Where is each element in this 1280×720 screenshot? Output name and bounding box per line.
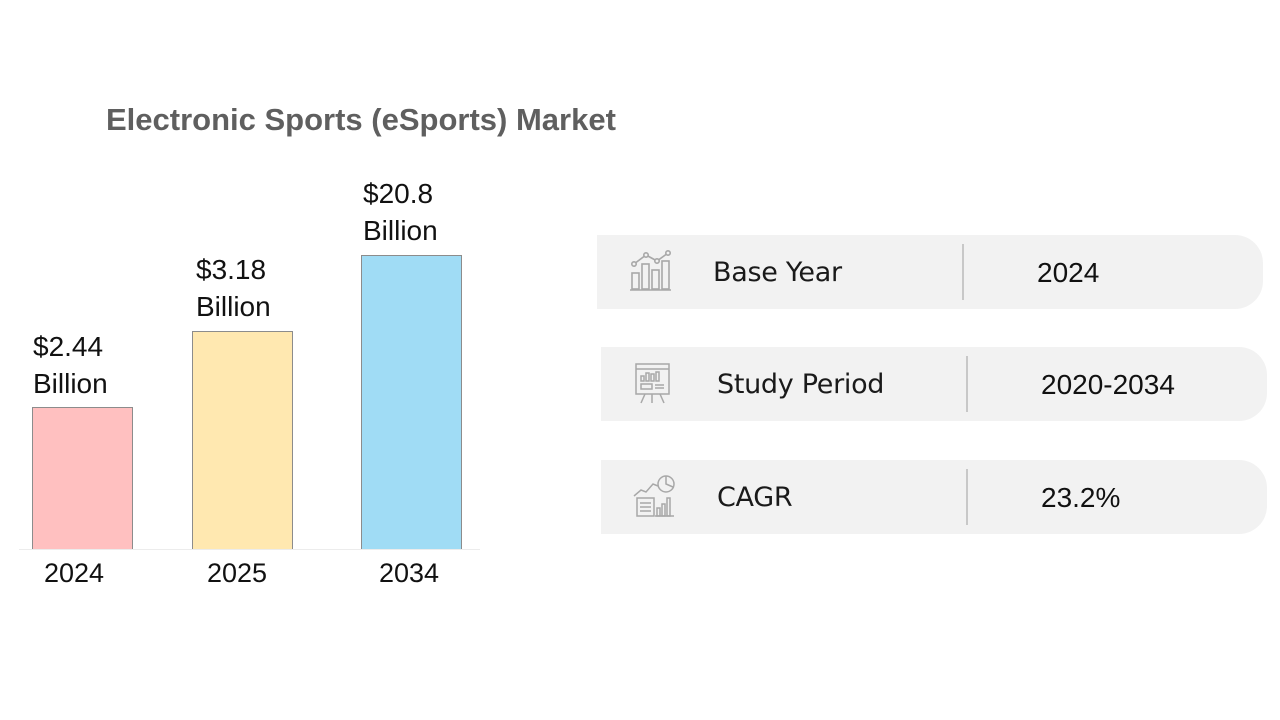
card-value: 2024 [1037,257,1100,288]
bar-label-2034: $20.8 Billion [363,175,438,249]
x-tick-2034: 2034 [379,558,440,588]
card-value: 23.2% [1041,482,1121,513]
divider [966,356,968,412]
presentation-board-icon [631,361,677,407]
card-label: Base Year [713,257,842,288]
bar-unit: Billion [363,215,438,246]
x-axis-baseline [19,549,480,550]
card-value: 2020-2034 [1041,369,1175,400]
card-label: Study Period [717,369,885,400]
bar-2034 [361,255,462,550]
divider [966,469,968,525]
card-cagr: CAGR 23.2% [601,460,1267,534]
chart-growth-icon [627,249,673,295]
analytics-report-icon [631,474,677,520]
chart-title: Electronic Sports (eSports) Market [106,102,616,137]
card-label: CAGR [717,482,793,513]
bar-value: $3.18 [196,254,267,285]
bar-unit: Billion [196,291,271,322]
x-tick-2024: 2024 [44,558,105,588]
card-base-year: Base Year 2024 [597,235,1263,309]
bar-label-2024: $2.44 Billion [33,328,108,402]
bar-2024 [32,407,133,550]
bar-value: $2.44 [33,331,104,362]
bar-label-2025: $3.18 Billion [196,251,271,325]
bar-value: $20.8 [363,178,434,209]
x-tick-2025: 2025 [207,558,268,588]
bar-2025 [192,331,293,550]
card-study-period: Study Period 2020-2034 [601,347,1267,421]
divider [962,244,964,300]
bar-unit: Billion [33,368,108,399]
